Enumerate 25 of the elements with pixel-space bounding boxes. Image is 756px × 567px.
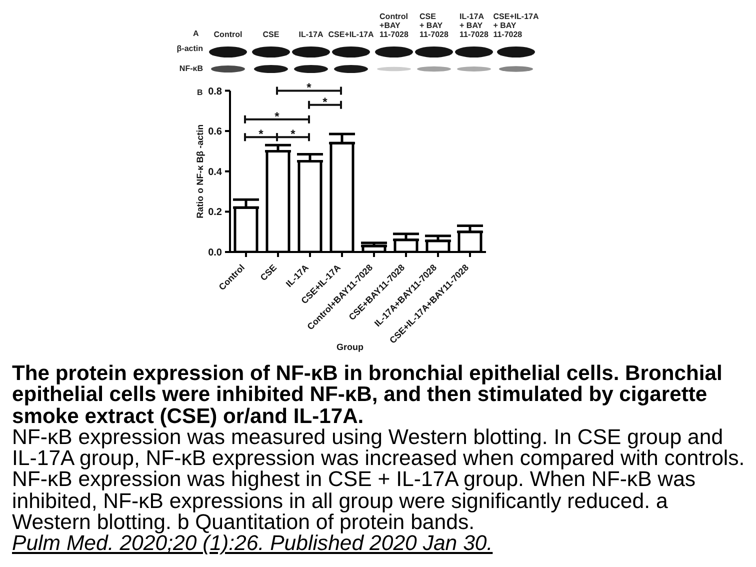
y-tick-label: 0.4: [208, 166, 222, 178]
text: A: [193, 29, 199, 38]
text: CSE: [262, 30, 280, 39]
y-tick-label: 0.2: [208, 207, 222, 218]
y-tick-label: 0.8: [208, 86, 222, 98]
annotation: *: [306, 80, 312, 95]
text: NF-κB: [179, 64, 203, 72]
annotation: *: [274, 109, 280, 124]
text: β-actin: [176, 44, 203, 53]
y-tick-label: 0.6: [208, 126, 222, 138]
text: CSE+IL-17A: [328, 30, 374, 39]
text: IL-17A: [298, 30, 324, 39]
text: Control +BAY 11-7028: [380, 12, 408, 39]
y-tick-label: 0.0: [208, 248, 222, 259]
text: B: [197, 88, 203, 97]
text: The protein expression of NF-κB in bronchial epithelial cells. Bronchial epithelial cells were inhibited NF-κB, and then stimulated by cigarette smoke extract (CSE) or/and IL-17A.: [12, 362, 724, 428]
annotation: *: [258, 127, 264, 142]
text: CSE + BAY 11-7028: [420, 12, 448, 39]
annotation: *: [290, 127, 296, 142]
text: Control: [214, 30, 242, 39]
y-axis-title: Ratio o NF-κ Bβ -actin: [195, 124, 206, 218]
text: IL-17A + BAY 11-7028: [460, 12, 488, 39]
text: CSE+IL-17A + BAY 11-7028: [493, 12, 539, 39]
x-axis-title: Group: [336, 342, 364, 352]
annotation: *: [322, 94, 328, 109]
